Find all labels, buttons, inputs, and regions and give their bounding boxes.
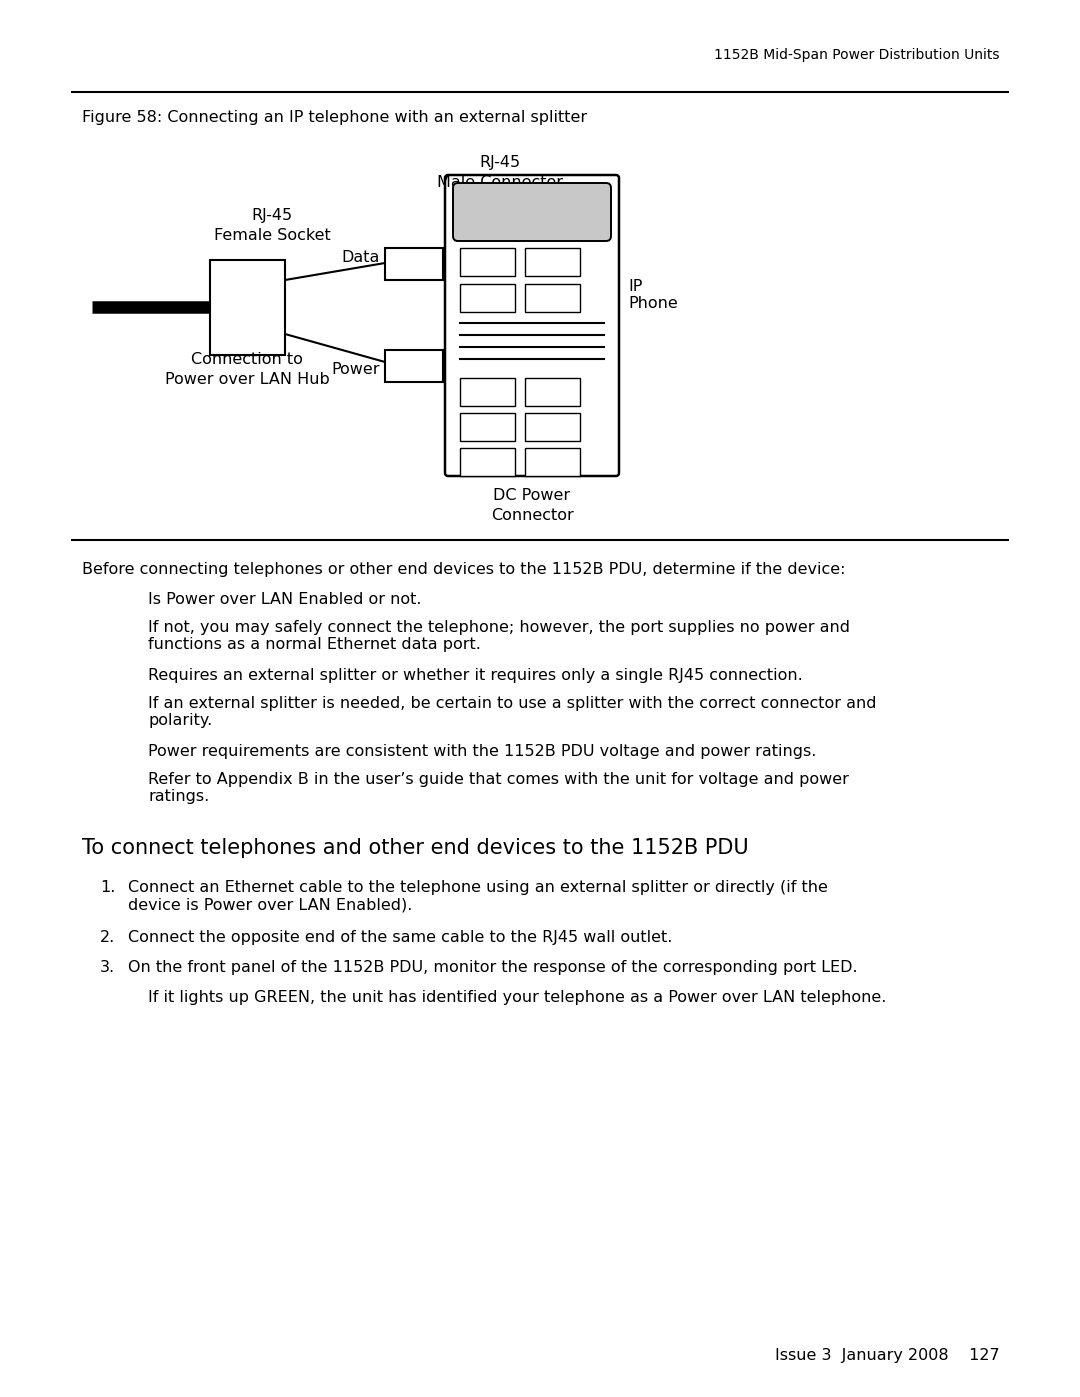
Text: If it lights up GREEN, the unit has identified your telephone as a Power over LA: If it lights up GREEN, the unit has iden… [148,990,887,1004]
Text: Male Connector: Male Connector [437,175,563,190]
Text: Power requirements are consistent with the 1152B PDU voltage and power ratings.: Power requirements are consistent with t… [148,745,816,759]
Text: Power: Power [332,362,380,377]
Text: Connection to: Connection to [191,352,302,367]
Text: Refer to Appendix B in the user’s guide that comes with the unit for voltage and: Refer to Appendix B in the user’s guide … [148,773,849,805]
Text: To connect telephones and other end devices to the 1152B PDU: To connect telephones and other end devi… [82,838,748,858]
Text: If not, you may safely connect the telephone; however, the port supplies no powe: If not, you may safely connect the telep… [148,620,850,652]
Bar [460,249,515,277]
Text: 3.: 3. [100,960,116,975]
Text: Requires an external splitter or whether it requires only a single RJ45 connecti: Requires an external splitter or whether… [148,668,802,683]
Bar [525,284,580,312]
Bar [525,249,580,277]
Text: Female Socket: Female Socket [214,228,330,243]
Text: If an external splitter is needed, be certain to use a splitter with the correct: If an external splitter is needed, be ce… [148,696,877,728]
FancyBboxPatch shape [445,175,619,476]
Text: Connect the opposite end of the same cable to the RJ45 wall outlet.: Connect the opposite end of the same cab… [129,930,673,944]
Text: Figure 58: Connecting an IP telephone with an external splitter: Figure 58: Connecting an IP telephone wi… [82,110,588,124]
Bar [460,379,515,407]
Bar [525,379,580,407]
Text: Issue 3  January 2008    127: Issue 3 January 2008 127 [775,1348,1000,1363]
Text: Is Power over LAN Enabled or not.: Is Power over LAN Enabled or not. [148,592,421,608]
Bar [525,414,580,441]
Bar [460,414,515,441]
Text: DC Power: DC Power [494,488,570,503]
Text: RJ-45: RJ-45 [480,155,521,170]
FancyBboxPatch shape [453,183,611,242]
Bar [210,260,285,355]
Text: 1152B Mid-Span Power Distribution Units: 1152B Mid-Span Power Distribution Units [715,47,1000,61]
Text: 2.: 2. [100,930,116,944]
Text: 1.: 1. [100,880,116,895]
Bar [460,284,515,312]
Text: Power over LAN Hub: Power over LAN Hub [164,372,329,387]
Text: Data: Data [341,250,380,265]
Text: Before connecting telephones or other end devices to the 1152B PDU, determine if: Before connecting telephones or other en… [82,562,846,577]
Text: On the front panel of the 1152B PDU, monitor the response of the corresponding p: On the front panel of the 1152B PDU, mon… [129,960,858,975]
Text: Connect an Ethernet cable to the telephone using an external splitter or directl: Connect an Ethernet cable to the telepho… [129,880,828,912]
Text: RJ-45: RJ-45 [252,208,293,224]
Text: IP
Phone: IP Phone [627,279,678,312]
Bar [384,351,443,381]
Bar [460,448,515,476]
Bar [384,249,443,279]
Text: Connector: Connector [490,509,573,522]
Bar [525,448,580,476]
